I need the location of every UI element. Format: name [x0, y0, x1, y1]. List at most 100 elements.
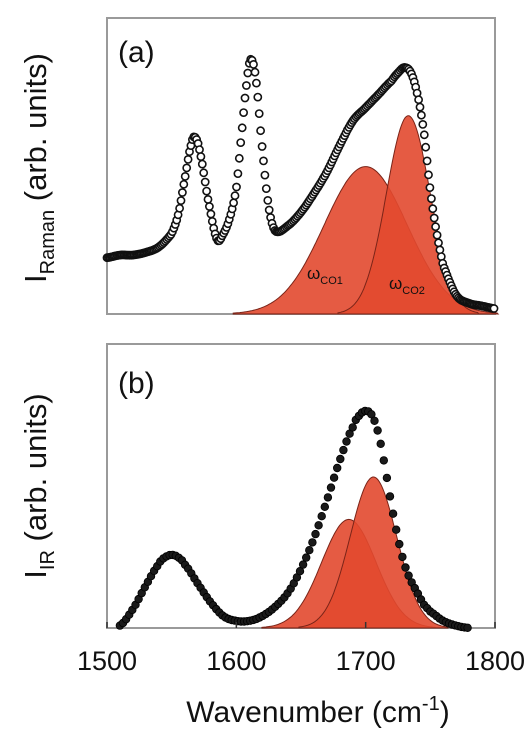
data-point	[251, 78, 261, 88]
data-point	[196, 152, 206, 161]
data-point	[206, 209, 216, 219]
data-point	[180, 171, 190, 181]
data-point	[236, 138, 246, 147]
data-point	[382, 473, 392, 483]
data-point	[421, 142, 431, 152]
data-point	[257, 142, 267, 151]
x-tick-label: 1500	[77, 646, 137, 676]
panel-b-data-points	[115, 406, 472, 632]
data-point	[175, 203, 184, 213]
data-point	[233, 169, 243, 178]
data-point	[237, 123, 247, 133]
data-point	[179, 179, 189, 189]
data-point	[232, 182, 241, 192]
peak-label-co2: ωCO2	[389, 274, 425, 297]
data-point	[264, 205, 274, 215]
data-point	[424, 170, 433, 180]
data-point	[240, 93, 250, 103]
panel-b-ylabel-rest: (arb. units)	[18, 393, 53, 550]
panel-b-ylabel-main: I	[18, 570, 53, 579]
data-point	[339, 445, 348, 455]
data-point	[432, 230, 442, 240]
data-point	[249, 60, 258, 69]
data-point	[204, 202, 214, 211]
data-point	[329, 473, 339, 482]
data-point	[199, 168, 209, 178]
data-point	[395, 539, 404, 549]
data-point	[182, 163, 192, 173]
data-point	[311, 529, 320, 539]
data-point	[428, 204, 438, 214]
data-point	[376, 439, 385, 448]
panel-a-ylabel-sub: Raman	[37, 210, 59, 274]
data-point	[302, 553, 311, 562]
data-point	[197, 159, 207, 169]
peak-label-co2-sub: CO2	[402, 285, 425, 297]
panel-b-ylabel-sub: IR	[37, 550, 59, 570]
x-axis: 1500 1600 1700 1800 Wavenumber (cm-1)	[77, 622, 525, 729]
data-point	[419, 130, 429, 140]
data-point	[256, 126, 265, 136]
x-axis-title: Wavenumber (cm-1)	[186, 693, 449, 729]
data-point	[425, 183, 435, 192]
data-point	[398, 552, 407, 562]
peak-label-co1: ωCO1	[307, 264, 343, 287]
data-point	[392, 525, 401, 534]
data-point	[388, 509, 398, 518]
data-point	[348, 423, 357, 432]
data-point	[434, 238, 443, 248]
data-point	[254, 109, 264, 118]
data-point	[200, 177, 210, 187]
peak-label-co1-main: ω	[307, 264, 320, 283]
data-point	[463, 623, 472, 632]
data-point	[234, 153, 244, 163]
data-point	[333, 463, 342, 473]
data-point	[202, 186, 211, 196]
data-point	[253, 92, 263, 102]
data-point	[195, 145, 204, 154]
panel-a: (a) ωCO1 ωCO2 IRaman (arb. units)	[18, 17, 500, 315]
data-point	[203, 194, 213, 204]
data-point	[320, 502, 329, 511]
data-point	[314, 521, 323, 530]
data-point	[429, 213, 439, 223]
x-axis-title-main: Wavenumber (cm	[186, 696, 422, 729]
data-point	[298, 560, 308, 569]
data-point	[239, 108, 248, 117]
x-tick-label: 1600	[206, 646, 266, 676]
data-point	[243, 68, 253, 78]
data-point	[370, 416, 379, 425]
data-point	[342, 437, 351, 446]
panel-a-ylabel-main: I	[18, 274, 53, 283]
panel-a-ylabel-rest: (arb. units)	[18, 53, 53, 210]
data-point	[259, 156, 268, 166]
data-point	[401, 563, 410, 572]
panel-b-frame	[106, 343, 496, 629]
panel-a-data-points	[102, 54, 499, 313]
data-point	[230, 191, 240, 201]
data-point	[404, 571, 413, 580]
panel-b-ylabel: IIR (arb. units)	[18, 393, 59, 578]
data-point	[261, 184, 271, 193]
panel-a-ylabel: IRaman (arb. units)	[18, 53, 59, 283]
panel-b-tag: (b)	[118, 367, 155, 400]
x-tick-label: 1800	[465, 646, 525, 676]
peak-label-co1-sub: CO1	[320, 275, 343, 287]
data-point	[305, 546, 314, 555]
data-point	[177, 188, 187, 197]
data-point	[489, 304, 499, 313]
data-point	[336, 454, 345, 464]
data-point	[260, 170, 270, 180]
data-point	[241, 81, 251, 90]
data-point	[183, 154, 193, 164]
data-point	[426, 194, 436, 203]
data-point	[317, 512, 326, 521]
data-point	[415, 102, 425, 112]
data-point	[176, 196, 186, 205]
x-tick-label: 1700	[336, 646, 396, 676]
data-point	[373, 426, 382, 435]
peak-label-co2-main: ω	[389, 274, 402, 293]
panel-b: (b) IIR (arb. units)	[18, 343, 496, 632]
data-point	[431, 222, 440, 232]
data-point	[385, 492, 395, 501]
